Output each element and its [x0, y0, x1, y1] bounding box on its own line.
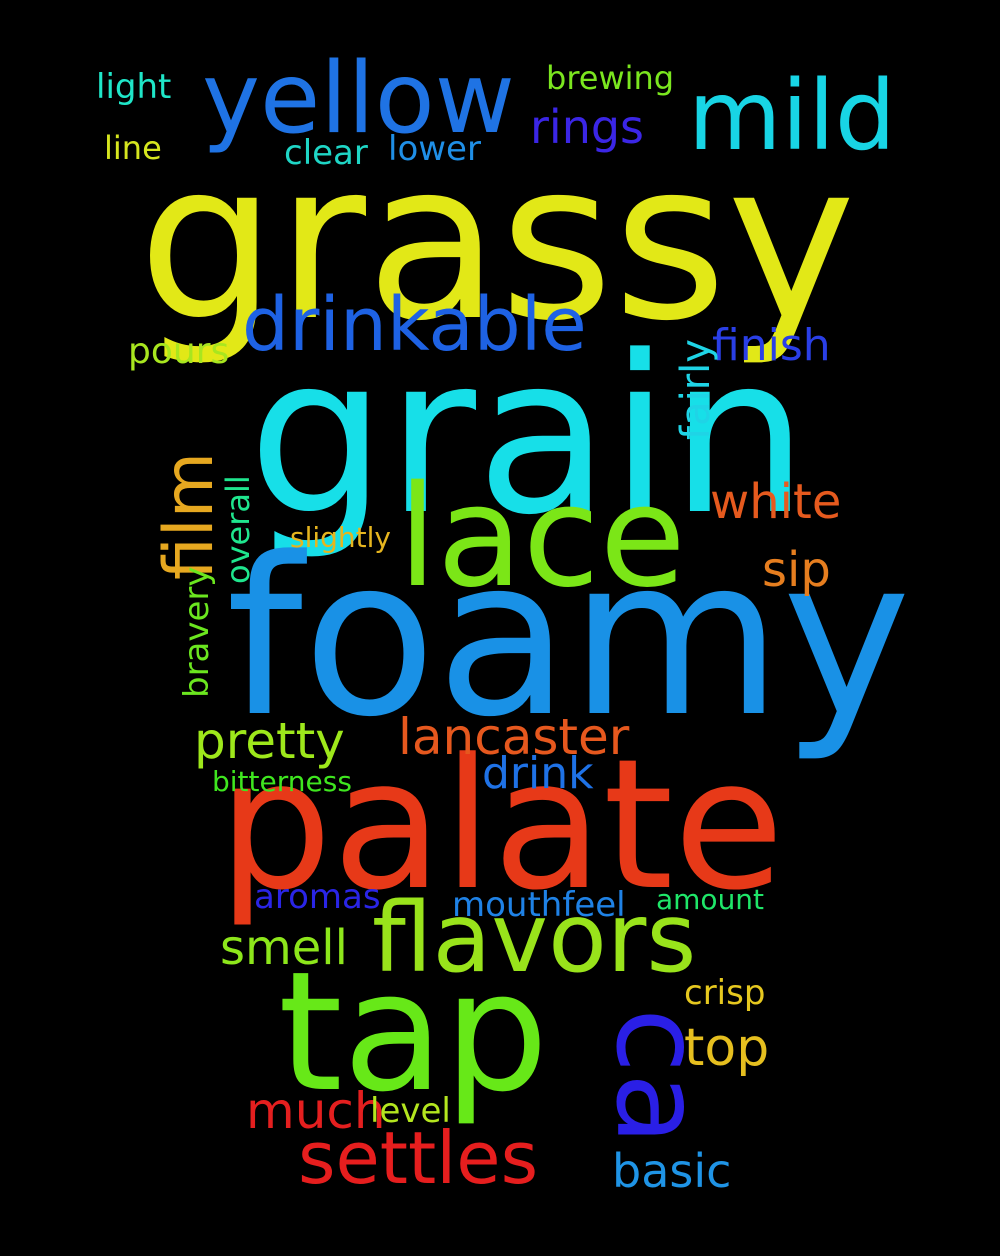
word-aromas: aromas: [254, 877, 381, 917]
word-bravery: bravery: [177, 566, 217, 698]
word-pretty: pretty: [194, 712, 345, 770]
word-rings: rings: [530, 100, 645, 154]
word-bitterness: bitterness: [212, 765, 352, 798]
word-film: film: [150, 452, 229, 580]
word-flavors: flavors: [372, 882, 697, 994]
word-overall: overall: [219, 475, 257, 584]
word-fairly: fairly: [673, 339, 719, 440]
word-brewing: brewing: [546, 59, 675, 97]
word-foamy: foamy: [226, 512, 912, 765]
word-grassy: grassy: [138, 116, 856, 369]
word-lace: lace: [398, 456, 686, 619]
word-palate: palate: [218, 721, 785, 930]
word-drink: drink: [482, 748, 594, 799]
word-mouthfeel: mouthfeel: [452, 885, 626, 925]
word-settles: settles: [298, 1116, 539, 1200]
word-light: light: [96, 67, 172, 107]
word-clear: clear: [284, 133, 368, 173]
word-lower: lower: [388, 129, 481, 169]
word-finish: finish: [712, 320, 831, 371]
word-line: line: [104, 129, 162, 167]
word-sip: sip: [762, 542, 831, 598]
word-pours: pours: [128, 331, 230, 372]
word-top: top: [684, 1018, 770, 1078]
word-level: level: [370, 1091, 451, 1131]
word-tap: tap: [278, 936, 549, 1128]
word-lancaster: lancaster: [398, 708, 630, 766]
word-smell: smell: [220, 920, 348, 976]
word-white: white: [710, 474, 842, 530]
word-mild: mild: [688, 60, 896, 172]
word-basic: basic: [612, 1144, 732, 1198]
word-amount: amount: [656, 883, 765, 916]
word-slightly: slightly: [290, 521, 391, 554]
word-yellow: yellow: [202, 42, 515, 156]
word-crisp: crisp: [684, 973, 766, 1013]
word-much: much: [246, 1082, 386, 1140]
word-drinkable: drinkable: [242, 282, 587, 368]
word-grain: grain: [248, 310, 809, 563]
